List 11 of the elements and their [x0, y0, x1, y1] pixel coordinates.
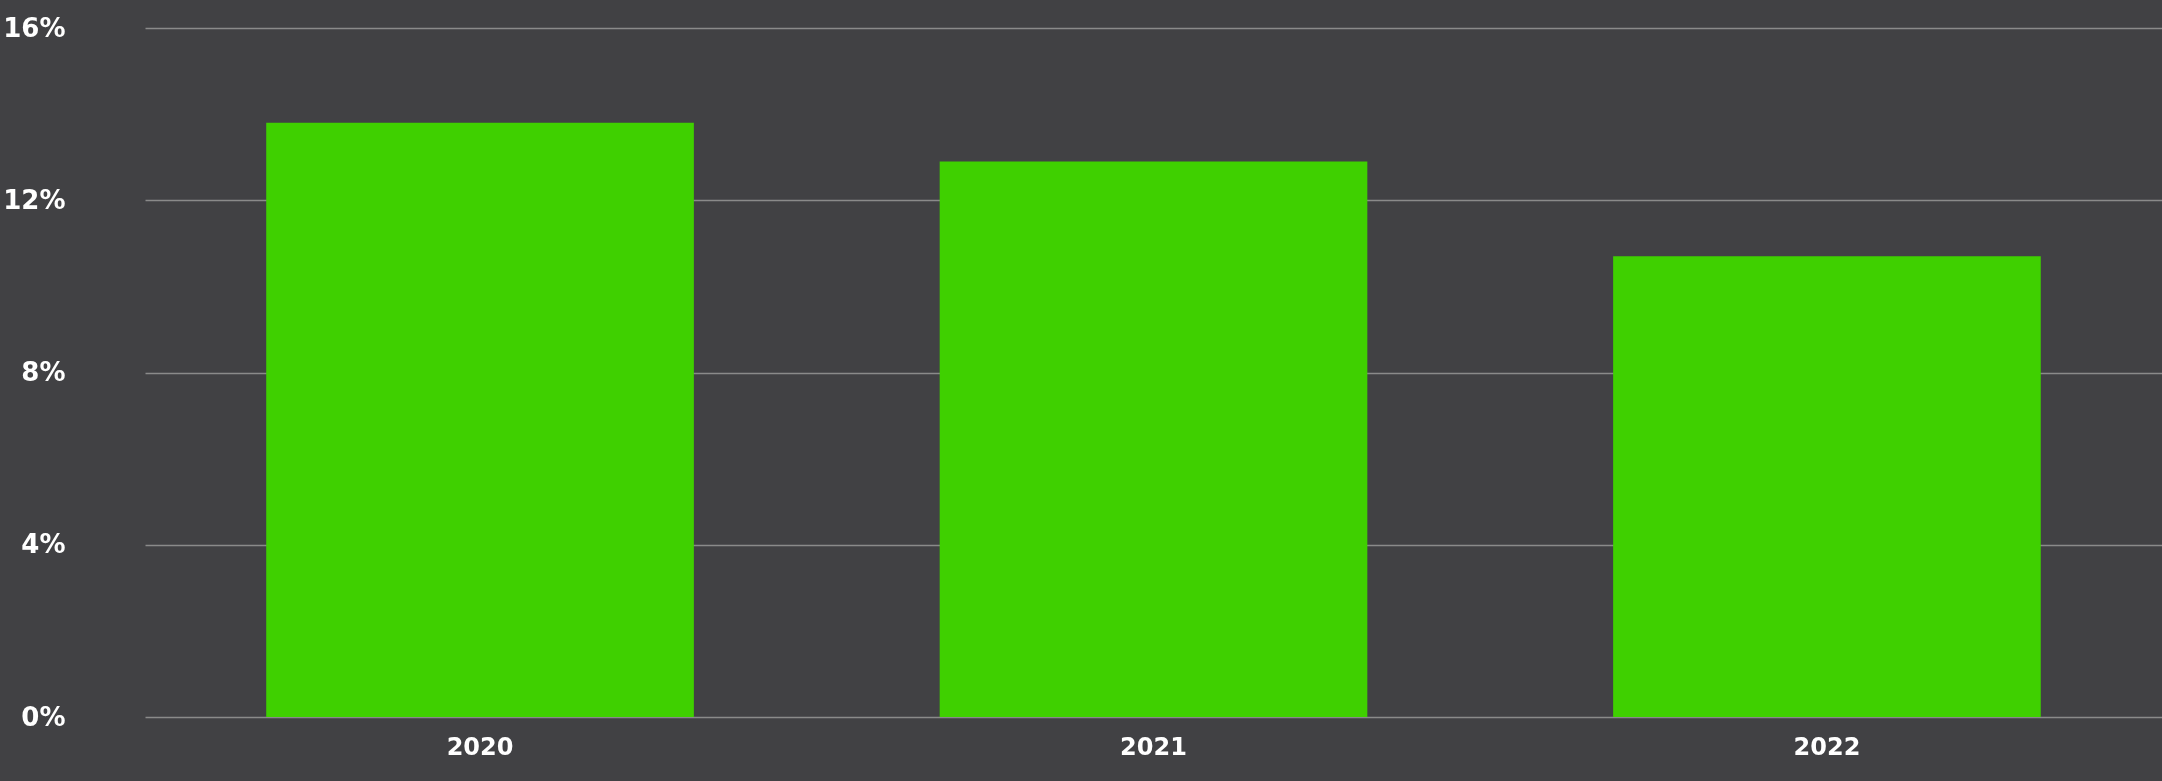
y-tick-label: 16%	[3, 12, 66, 43]
bar	[266, 122, 694, 717]
x-tick-label: 2022	[1793, 732, 1861, 761]
y-tick-label: 12%	[3, 184, 66, 215]
bar	[1613, 256, 2041, 717]
x-tick-label: 2021	[1120, 732, 1187, 761]
x-tick-label: 2020	[446, 732, 514, 761]
y-tick-label: 8%	[21, 357, 66, 387]
y-tick-label: 4%	[21, 529, 66, 560]
y-tick-label: 0%	[21, 701, 66, 732]
bar	[939, 161, 1368, 717]
